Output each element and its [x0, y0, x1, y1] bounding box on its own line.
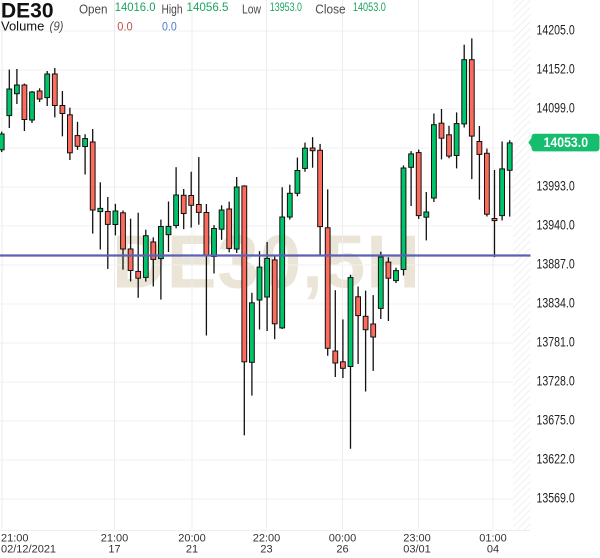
svg-text:14053.0: 14053.0	[353, 2, 386, 14]
svg-text:13834.0: 13834.0	[537, 296, 575, 311]
svg-text:26: 26	[336, 544, 348, 556]
svg-text:13940.0: 13940.0	[537, 218, 575, 233]
svg-text:13993.0: 13993.0	[537, 179, 575, 194]
svg-text:21:00: 21:00	[1, 533, 29, 545]
svg-text:13675.0: 13675.0	[537, 413, 575, 428]
svg-text:14053.0: 14053.0	[544, 134, 589, 150]
svg-text:02/12/2021: 02/12/2021	[1, 544, 56, 556]
svg-text:14016.0: 14016.0	[115, 2, 156, 14]
svg-text:21:00: 21:00	[101, 533, 129, 545]
svg-text:Low: Low	[242, 1, 261, 16]
svg-text:13953.0: 13953.0	[270, 2, 302, 14]
svg-text:23: 23	[260, 544, 272, 556]
svg-text:04: 04	[487, 544, 499, 556]
svg-text:22:00: 22:00	[253, 533, 281, 545]
svg-text:17: 17	[108, 544, 120, 556]
svg-text:DE30: DE30	[1, 0, 54, 22]
svg-text:14056.5: 14056.5	[187, 2, 229, 14]
svg-text:0.0: 0.0	[162, 20, 177, 34]
svg-text:13728.0: 13728.0	[537, 374, 575, 389]
svg-text:00:00: 00:00	[329, 533, 357, 545]
svg-text:23:00: 23:00	[403, 533, 431, 545]
svg-text:0.0: 0.0	[117, 20, 133, 34]
svg-text:High: High	[162, 1, 183, 16]
svg-text:Volume: Volume	[1, 19, 44, 34]
svg-text:13781.0: 13781.0	[537, 335, 575, 350]
svg-text:Open: Open	[79, 1, 108, 16]
svg-text:Close: Close	[315, 1, 345, 16]
svg-text:14099.0: 14099.0	[537, 101, 575, 116]
svg-text:21: 21	[186, 544, 198, 556]
svg-text:01:00: 01:00	[479, 533, 507, 545]
svg-text:13887.0: 13887.0	[537, 257, 575, 272]
svg-text:20:00: 20:00	[178, 533, 206, 545]
svg-text:(9): (9)	[50, 19, 64, 34]
svg-text:14205.0: 14205.0	[537, 23, 575, 38]
svg-text:14152.0: 14152.0	[537, 62, 575, 77]
svg-text:13622.0: 13622.0	[537, 452, 575, 467]
svg-text:03/01: 03/01	[403, 544, 431, 556]
svg-text:13569.0: 13569.0	[537, 491, 575, 506]
